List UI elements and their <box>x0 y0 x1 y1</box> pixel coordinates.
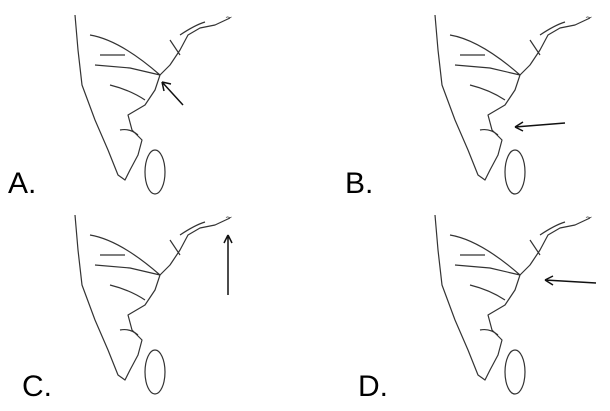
arrow <box>545 276 596 285</box>
map <box>75 13 233 194</box>
arrow <box>162 82 183 105</box>
option-label: C. <box>22 370 52 403</box>
map <box>435 13 593 194</box>
option-label: B. <box>345 167 373 200</box>
option-c[interactable]: C. <box>22 213 233 403</box>
arrow <box>515 122 565 131</box>
option-a[interactable]: A. <box>8 13 233 200</box>
option-d[interactable]: D. <box>358 213 596 403</box>
quiz-figure: ~ A. B. C. D. <box>0 0 610 411</box>
option-label: A. <box>8 167 36 200</box>
arrow <box>224 235 232 295</box>
map <box>435 213 593 394</box>
option-b[interactable]: B. <box>345 13 593 200</box>
map <box>75 213 233 394</box>
option-label: D. <box>358 370 388 403</box>
